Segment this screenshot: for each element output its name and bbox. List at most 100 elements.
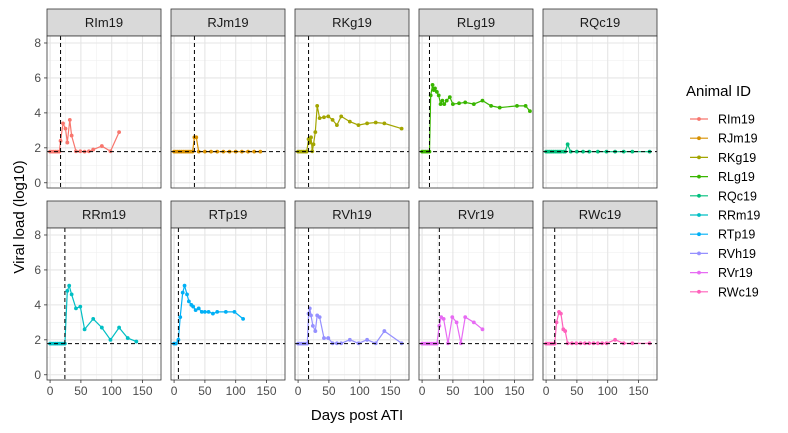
data-point <box>471 102 476 107</box>
data-point <box>330 117 335 122</box>
data-point <box>317 116 322 121</box>
x-tick-label: 150 <box>132 384 152 398</box>
data-point <box>442 102 447 107</box>
data-point <box>108 337 113 342</box>
facet-strip <box>46 200 162 229</box>
data-point <box>437 323 442 328</box>
legend-label: RIm19 <box>718 113 755 127</box>
data-point <box>583 341 587 346</box>
data-point <box>309 313 313 318</box>
data-point <box>489 103 493 108</box>
data-point <box>178 315 183 320</box>
data-point <box>565 142 570 147</box>
data-point <box>335 123 339 128</box>
data-point <box>87 149 91 154</box>
facet-panel: RJm19 <box>170 8 286 189</box>
data-point <box>463 100 468 105</box>
x-tick-label: 50 <box>322 384 336 398</box>
facet-panel: RWc19 0 50 100 150 <box>542 200 658 398</box>
data-point <box>436 93 441 98</box>
data-point <box>252 149 257 154</box>
x-tick-label: 50 <box>446 384 460 398</box>
data-point <box>117 325 121 330</box>
data-point <box>223 309 228 314</box>
facet-panel: RVh19 0 50 100 150 <box>294 200 410 398</box>
x-tick-label: 0 <box>295 384 302 398</box>
data-point <box>67 117 72 122</box>
legend-items: RIm19 RJm19 RKg19 RLg19 RQc19 RRm19 RTp19 RVh19… <box>690 113 760 299</box>
facet-strip <box>294 200 410 229</box>
x-tick-label: 0 <box>171 384 178 398</box>
facet-strip-label: RQc19 <box>580 15 620 30</box>
data-point <box>434 90 439 94</box>
data-point <box>196 149 201 154</box>
legend: Animal ID RIm19 RJm19 RKg19 RLg19 RQc19 RRm19… <box>686 83 760 299</box>
data-point <box>78 149 83 154</box>
panel-border <box>542 35 658 189</box>
x-tick-label: 150 <box>256 384 276 398</box>
y-tick-label: 8 <box>34 228 41 242</box>
data-point <box>91 316 96 321</box>
panel-border <box>294 35 410 189</box>
data-point <box>335 341 339 346</box>
facet-strip-label: RVh19 <box>332 207 372 222</box>
panel-border <box>170 35 286 189</box>
data-point <box>317 315 322 320</box>
y-tick-label: 6 <box>34 71 41 85</box>
legend-key-point <box>697 270 701 275</box>
data-point <box>595 341 600 346</box>
panel-border <box>170 227 286 381</box>
y-tick-label: 4 <box>34 106 41 120</box>
data-point <box>241 316 245 321</box>
data-point <box>574 341 579 346</box>
data-point <box>444 98 449 103</box>
data-point <box>196 306 201 311</box>
data-point <box>581 149 585 154</box>
data-point <box>69 292 74 297</box>
data-point <box>206 309 211 314</box>
data-point <box>382 121 387 126</box>
y-tick-label: 0 <box>34 368 41 382</box>
x-axis-title: Days post ATI <box>311 407 403 424</box>
legend-label: RTp19 <box>718 228 755 242</box>
legend-item: RKg19 <box>690 151 756 165</box>
data-point <box>82 327 87 332</box>
data-point <box>399 126 404 131</box>
facet-strip <box>294 8 410 37</box>
legend-item: RWc19 <box>690 285 759 299</box>
data-point <box>459 341 463 346</box>
legend-key-point <box>697 251 701 256</box>
facet-panel: RVr19 0 50 100 150 <box>418 200 534 398</box>
data-point <box>65 288 70 293</box>
facet-panel: RQc19 <box>542 8 658 189</box>
data-point <box>67 283 72 288</box>
data-point <box>480 98 485 103</box>
data-point <box>209 149 213 154</box>
x-tick-label: 150 <box>380 384 400 398</box>
x-tick-label: 100 <box>350 384 370 398</box>
data-point <box>99 144 104 148</box>
legend-item: RVh19 <box>690 247 756 261</box>
data-point <box>382 329 387 333</box>
legend-key-point <box>697 136 701 141</box>
data-point <box>313 130 318 134</box>
panel-border <box>46 35 162 189</box>
data-point <box>232 309 237 314</box>
y-tick-label: 0 <box>34 176 41 190</box>
data-point <box>630 341 635 346</box>
facet-strip <box>542 200 658 229</box>
data-point <box>450 315 455 320</box>
data-point <box>440 98 445 103</box>
data-point <box>194 135 199 140</box>
data-point <box>587 341 592 346</box>
data-point <box>457 101 461 106</box>
data-point <box>61 121 65 126</box>
data-point <box>563 329 568 333</box>
legend-label: RWc19 <box>718 285 759 299</box>
data-point <box>311 142 316 147</box>
x-tick-label: 50 <box>570 384 584 398</box>
facet-strip-label: RVr19 <box>458 207 494 222</box>
data-point <box>185 292 189 297</box>
facet-strip-label: RWc19 <box>579 207 621 222</box>
y-tick-label: 2 <box>34 141 41 155</box>
